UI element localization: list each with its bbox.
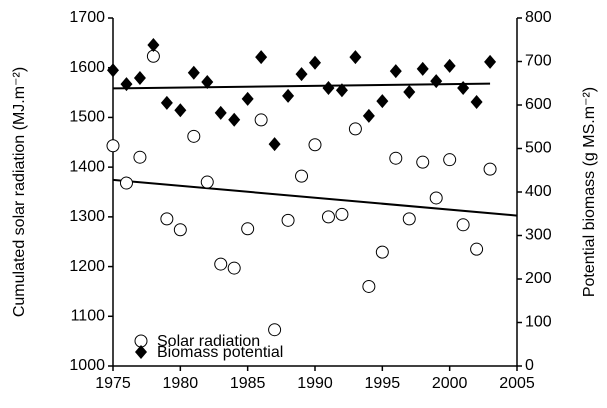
marker-circle xyxy=(295,169,309,183)
y2-tick-label: 100 xyxy=(525,314,552,331)
trend-line xyxy=(112,178,518,217)
y2-tick-label: 500 xyxy=(525,140,552,157)
x-tick-label: 1990 xyxy=(297,375,333,392)
marker-circle xyxy=(456,218,470,232)
marker-diamond xyxy=(443,58,456,73)
marker-circle xyxy=(268,323,282,337)
marker-diamond xyxy=(430,74,443,89)
marker-circle xyxy=(348,122,362,136)
y-axis-label: Cumulated solar radiation (MJ.m⁻²) xyxy=(11,67,28,317)
marker-diamond xyxy=(403,84,416,99)
marker-diamond xyxy=(135,345,147,359)
x-tick-label: 1980 xyxy=(163,375,199,392)
marker-circle xyxy=(146,49,160,63)
marker-diamond xyxy=(322,81,335,96)
marker-circle xyxy=(227,261,241,275)
marker-circle xyxy=(443,153,457,167)
y2-tick-label: 0 xyxy=(525,357,534,374)
marker-diamond xyxy=(457,81,470,96)
y-tick-label: 1300 xyxy=(69,208,105,225)
marker-diamond xyxy=(133,71,146,86)
legend-label: Biomass potential xyxy=(157,344,283,361)
marker-diamond xyxy=(255,50,268,65)
marker-circle xyxy=(389,151,403,165)
x-tick-label: 2005 xyxy=(499,375,535,392)
marker-diamond xyxy=(362,108,375,123)
marker-diamond xyxy=(282,88,295,103)
marker-circle xyxy=(281,213,295,227)
marker-diamond xyxy=(201,74,214,89)
y2-tick-label: 400 xyxy=(525,183,552,200)
x-tick-label: 2000 xyxy=(432,375,468,392)
marker-diamond xyxy=(241,91,254,106)
marker-diamond xyxy=(416,61,429,76)
y-tick-label: 1500 xyxy=(69,109,105,126)
marker-circle xyxy=(119,176,133,190)
marker-diamond xyxy=(309,55,321,70)
y-tick-label: 1600 xyxy=(69,59,105,76)
marker-diamond xyxy=(187,65,200,80)
marker-diamond xyxy=(160,95,173,110)
marker-circle xyxy=(429,191,443,205)
marker-circle xyxy=(416,155,430,169)
marker-circle xyxy=(308,138,322,152)
marker-circle xyxy=(402,212,416,226)
marker-diamond xyxy=(335,83,348,98)
y2-tick-label: 800 xyxy=(525,9,552,26)
marker-diamond xyxy=(228,112,241,127)
marker-circle xyxy=(241,222,255,236)
x-tick-label: 1995 xyxy=(365,375,401,392)
marker-circle xyxy=(470,242,484,256)
y-tick-label: 1400 xyxy=(69,158,105,175)
marker-diamond xyxy=(484,54,497,69)
marker-diamond xyxy=(174,103,187,118)
marker-circle xyxy=(375,245,389,259)
marker-diamond xyxy=(470,94,483,109)
y2-tick-label: 300 xyxy=(525,227,552,244)
marker-diamond xyxy=(389,64,402,79)
marker-circle xyxy=(483,162,497,176)
marker-circle xyxy=(321,210,335,224)
legend-label: Solar radiation xyxy=(157,333,260,350)
marker-diamond xyxy=(147,37,160,52)
marker-diamond xyxy=(107,63,119,78)
x-tick-label: 1975 xyxy=(95,375,131,392)
y2-axis-label: Potential biomass (g MS.m⁻²) xyxy=(581,87,598,297)
marker-circle xyxy=(187,129,201,143)
marker-diamond xyxy=(376,94,389,109)
marker-circle xyxy=(200,175,214,189)
y-tick-label: 1000 xyxy=(69,357,105,374)
y-tick-label: 1100 xyxy=(71,308,106,325)
marker-diamond xyxy=(120,77,133,92)
marker-diamond xyxy=(214,105,227,120)
marker-diamond xyxy=(268,137,281,152)
marker-circle xyxy=(335,207,349,221)
marker-circle xyxy=(362,279,376,293)
y2-tick-label: 600 xyxy=(525,96,552,113)
marker-circle xyxy=(173,223,187,237)
marker-circle xyxy=(160,212,174,226)
marker-circle xyxy=(133,150,147,164)
y-tick-label: 1200 xyxy=(69,258,105,275)
x-tick-label: 1985 xyxy=(230,375,266,392)
marker-circle xyxy=(214,257,228,271)
y2-tick-label: 200 xyxy=(525,270,552,287)
marker-circle xyxy=(254,113,268,127)
y-tick-label: 1700 xyxy=(69,9,105,26)
marker-diamond xyxy=(349,50,362,65)
marker-diamond xyxy=(295,67,308,82)
marker-circle xyxy=(106,139,120,153)
trend-line xyxy=(112,82,491,90)
y2-tick-label: 700 xyxy=(525,53,552,70)
